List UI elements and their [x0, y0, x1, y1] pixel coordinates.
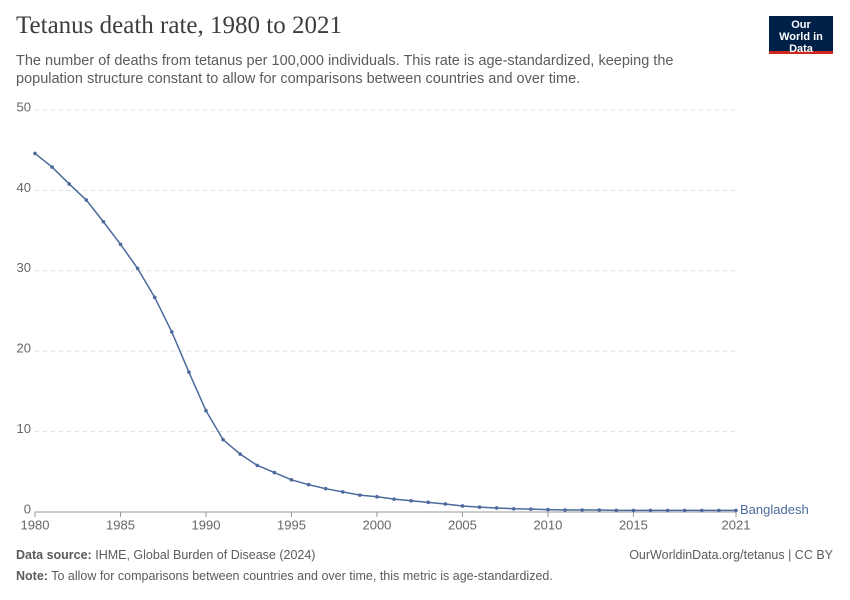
data-point: [700, 508, 704, 513]
logo-text[interactable]: Our World in Data: [779, 19, 823, 55]
note-label: Note:: [16, 569, 48, 583]
data-point: [169, 330, 174, 334]
x-tick-label: 1995: [277, 517, 306, 532]
y-tick-label: 10: [17, 421, 31, 436]
data-point: [340, 490, 345, 494]
data-point: [511, 506, 516, 511]
chart-subtitle: The number of deaths from tetanus per 10…: [16, 53, 674, 87]
source: Data source: IHME, Global Burden of Dise…: [16, 548, 315, 562]
x-tick-label: 1985: [106, 517, 135, 532]
y-tick-label: 0: [24, 501, 31, 516]
data-point: [546, 507, 550, 512]
x-tick-label: 1990: [192, 517, 221, 532]
data-point: [426, 500, 431, 505]
note-text: To allow for comparisons between countri…: [51, 569, 553, 583]
data-point: [717, 508, 721, 513]
data-point: [529, 507, 533, 511]
data-point: [204, 408, 208, 413]
data-point: [238, 452, 242, 456]
source-label: Data source:: [16, 548, 92, 562]
data-point: [255, 463, 260, 468]
data-point: [358, 493, 362, 497]
logo[interactable]: Our World in Data: [769, 16, 833, 55]
data-point: [477, 505, 482, 509]
x-tick-label: 2015: [619, 517, 648, 532]
data-point: [648, 508, 653, 513]
data-point: [631, 508, 636, 513]
x-tick-label: 2010: [533, 517, 562, 532]
data-point: [187, 370, 191, 374]
data-point: [409, 498, 413, 503]
data-point: [323, 486, 328, 491]
data-point: [665, 508, 670, 513]
y-tick-label: 50: [17, 99, 31, 114]
data-point: [734, 508, 738, 513]
data-point: [50, 165, 54, 169]
data-point: [152, 295, 157, 300]
data-point: [392, 497, 396, 501]
data-point: [580, 508, 584, 512]
data-point: [67, 182, 71, 186]
data-point: [443, 502, 448, 506]
x-tick-label: 2000: [362, 517, 391, 532]
x-tick-label: 2021: [722, 517, 751, 532]
url[interactable]: OurWorldinData.org/tetanus | CC BY: [629, 548, 833, 562]
data-point: [306, 482, 311, 487]
x-tick-label: 2005: [448, 517, 477, 532]
data-point: [118, 242, 123, 247]
data-point: [682, 508, 687, 513]
note: Note: To allow for comparisons between c…: [16, 569, 553, 583]
series-label: Bangladesh: [740, 502, 809, 517]
y-tick-label: 30: [17, 260, 31, 275]
data-point: [135, 266, 140, 271]
data-point: [460, 504, 465, 508]
y-tick-label: 20: [17, 341, 31, 356]
chart-title: Tetanus death rate, 1980 to 2021: [16, 12, 342, 39]
series-line: [34, 152, 736, 512]
data-point: [33, 151, 37, 156]
data-point: [614, 508, 619, 513]
data-point: [494, 506, 499, 510]
source-text: IHME, Global Burden of Disease (2024): [95, 548, 316, 562]
data-point: [84, 198, 89, 202]
y-tick-label: 40: [17, 180, 31, 195]
data-point: [101, 219, 106, 224]
x-tick-label: 1980: [21, 517, 50, 532]
data-point: [221, 437, 225, 442]
data-point: [272, 470, 277, 475]
data-point: [375, 494, 379, 499]
data-point: [563, 508, 567, 512]
data-point: [597, 508, 602, 512]
data-point: [289, 478, 294, 482]
